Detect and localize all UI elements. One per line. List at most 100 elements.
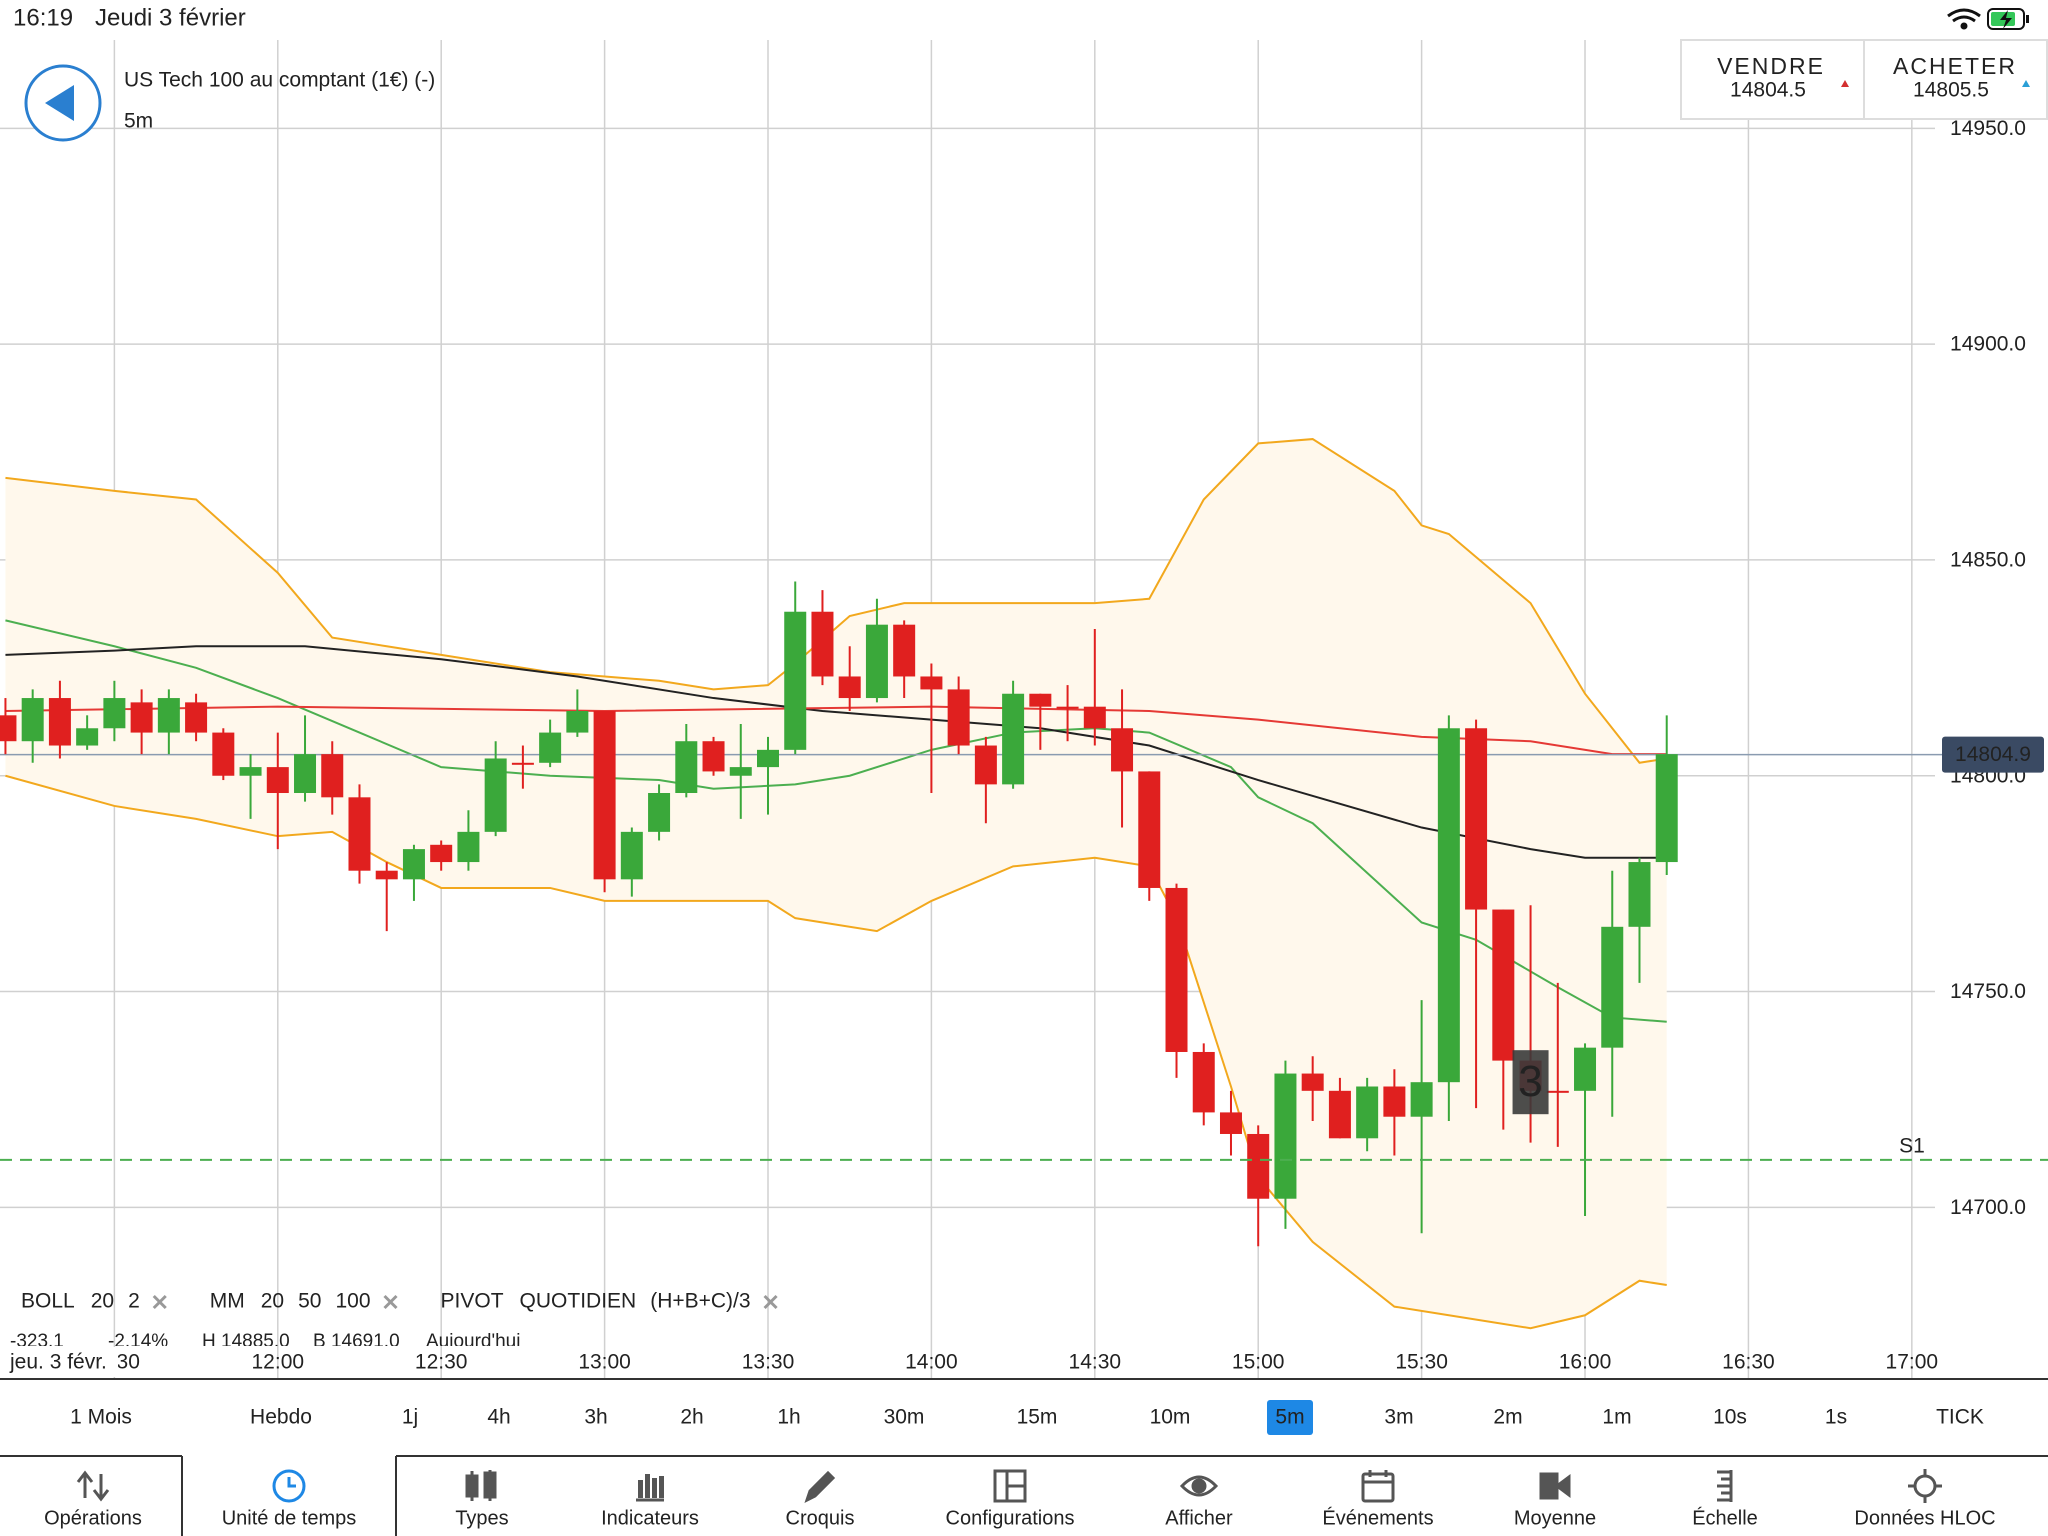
icon-part[interactable] [1363, 1470, 1393, 1484]
icon-part[interactable] [1179, 1475, 1219, 1497]
toolbar-label[interactable]: Unité de temps [222, 1507, 357, 1529]
toolbar-icon[interactable] [993, 1469, 1027, 1503]
icon-part[interactable] [287, 1477, 296, 1488]
toolbar-icon[interactable] [1539, 1472, 1571, 1500]
timeframe[interactable]: 1j [402, 1406, 418, 1429]
back-arrow[interactable] [45, 85, 74, 121]
legend-label: PIVOT [441, 1290, 504, 1313]
icon-part[interactable] [1908, 1469, 1942, 1503]
timeframe[interactable]: 3m [1384, 1406, 1413, 1429]
x-tick-label: 13:00 [578, 1351, 631, 1374]
toolbar-label[interactable]: Indicateurs [601, 1507, 699, 1529]
candle-body [1574, 1047, 1597, 1091]
toolbar-icon[interactable] [272, 1469, 306, 1503]
toolbar-icon[interactable] [1717, 1470, 1733, 1502]
toolbar-label[interactable]: Afficher [1165, 1507, 1233, 1529]
icon-part[interactable] [645, 1474, 650, 1498]
toolbar-label[interactable]: Données HLOC [1854, 1507, 1995, 1529]
toolbar-icon[interactable] [76, 1470, 110, 1502]
timeframe[interactable]: 1 Mois [70, 1406, 132, 1429]
timeframe[interactable]: 10s [1713, 1406, 1747, 1429]
candles [0, 581, 1678, 1247]
band-area [5, 439, 1667, 1329]
legend-remove[interactable] [763, 1294, 778, 1310]
timeframe[interactable]: 1m [1602, 1406, 1631, 1429]
icon-part[interactable] [1191, 1478, 1207, 1494]
buy-price[interactable]: 14805.5 [1913, 79, 1989, 102]
candle-body [294, 754, 317, 794]
toolbar-label[interactable]: Événements [1322, 1506, 1433, 1529]
icon-part[interactable] [652, 1478, 657, 1498]
sell-label[interactable]: VENDRE [1717, 53, 1825, 79]
timeframe[interactable]: 3h [584, 1406, 607, 1429]
icon-part[interactable] [1913, 1474, 1937, 1498]
candle [1274, 1060, 1297, 1229]
toolbar-icon[interactable] [1179, 1475, 1219, 1497]
toolbar-label[interactable]: Échelle [1692, 1506, 1758, 1529]
icon-part[interactable] [1361, 1472, 1395, 1503]
legend-param: 50 [298, 1290, 321, 1313]
timeframe[interactable]: 1s [1825, 1406, 1847, 1429]
icon-part[interactable] [1554, 1474, 1571, 1498]
timeframe[interactable]: 10m [1150, 1406, 1191, 1429]
toolbar-icon[interactable] [804, 1470, 836, 1503]
legend-label: MM [210, 1290, 245, 1313]
toolbar-icon[interactable] [636, 1474, 664, 1502]
buy-arrow[interactable] [2022, 80, 2030, 87]
candle-body [620, 831, 643, 880]
timeframe-selected[interactable] [1267, 1400, 1313, 1435]
timeframe[interactable]: 5m [1275, 1406, 1304, 1429]
x-tick-label: 16:00 [1559, 1351, 1612, 1374]
price-tag [1942, 736, 2044, 773]
icon-part[interactable] [76, 1470, 110, 1502]
candle-body [1056, 706, 1079, 709]
candle [1029, 693, 1052, 750]
toolbar-icon[interactable] [1908, 1469, 1942, 1503]
toolbar-icon[interactable] [1361, 1470, 1395, 1503]
x-tick-label: 17:00 [1886, 1351, 1939, 1374]
candle-body [1546, 1090, 1569, 1093]
icon-part[interactable] [272, 1469, 306, 1503]
event-badge[interactable] [1512, 1050, 1549, 1115]
stat: H 14885.0 [202, 1331, 290, 1352]
sell-arrow[interactable] [1841, 80, 1849, 87]
sell-button[interactable]: VENDRE 14804.5 [1717, 53, 1849, 102]
candle [974, 736, 997, 824]
timeframe[interactable]: 2m [1493, 1406, 1522, 1429]
icon-part[interactable] [804, 1470, 836, 1503]
timeframe[interactable]: 15m [1017, 1406, 1058, 1429]
candle [702, 736, 725, 776]
timeframe[interactable]: 2h [680, 1406, 703, 1429]
sell-price[interactable]: 14804.5 [1730, 79, 1806, 102]
timeframe[interactable]: TICK [1936, 1406, 1984, 1429]
candle [648, 784, 671, 841]
timeframe[interactable]: 30m [884, 1406, 925, 1429]
timeframe[interactable]: Hebdo [250, 1406, 312, 1429]
toolbar-icon[interactable] [465, 1470, 497, 1501]
candle [457, 810, 480, 871]
toolbar-label[interactable]: Moyenne [1514, 1507, 1596, 1529]
candle [920, 663, 943, 794]
legend-remove[interactable] [383, 1294, 398, 1310]
timeframe[interactable]: 4h [487, 1406, 510, 1429]
icon-part[interactable] [659, 1476, 664, 1498]
icon-part[interactable] [1717, 1470, 1733, 1502]
toolbar-label[interactable]: Croquis [786, 1507, 855, 1529]
buy-button[interactable]: ACHETER 14805.5 [1893, 53, 2030, 102]
icon-part[interactable] [1005, 1471, 1025, 1501]
moving-average [5, 705, 1667, 756]
icon-part[interactable] [470, 1470, 492, 1501]
x-tick-label: 13:30 [742, 1351, 795, 1374]
legend-remove[interactable] [152, 1294, 167, 1310]
candle-body [484, 758, 507, 832]
buy-label[interactable]: ACHETER [1893, 53, 2017, 79]
back-button[interactable] [24, 64, 102, 142]
toolbar-label[interactable]: Types [455, 1507, 508, 1529]
timeframe[interactable]: 1h [777, 1406, 800, 1429]
event-badge-label[interactable]: 3 [1518, 1057, 1542, 1106]
toolbar-label[interactable]: Opérations [44, 1507, 142, 1529]
icon-part[interactable] [638, 1480, 643, 1498]
toolbar-label[interactable]: Configurations [946, 1507, 1075, 1529]
candle-body [757, 749, 779, 768]
